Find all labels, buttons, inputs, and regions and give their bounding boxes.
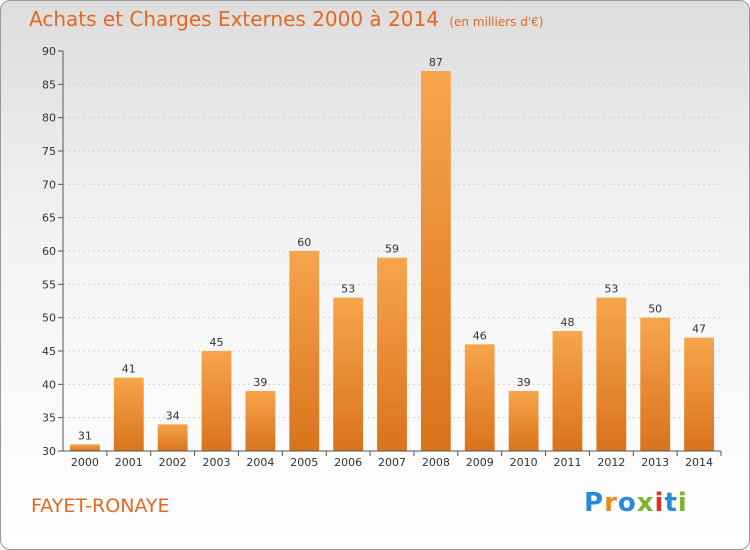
logo-letter: x bbox=[636, 488, 655, 518]
y-tick-label: 80 bbox=[42, 112, 56, 125]
x-tick-label: 2002 bbox=[159, 456, 187, 469]
bar-value-label: 47 bbox=[692, 323, 706, 336]
x-tick-label: 2003 bbox=[203, 456, 231, 469]
y-tick-label: 35 bbox=[42, 412, 56, 425]
y-tick-label: 30 bbox=[42, 445, 56, 458]
chart-subtitle: (en milliers d'€) bbox=[449, 15, 544, 29]
bar-value-label: 41 bbox=[122, 363, 136, 376]
bar bbox=[245, 391, 276, 451]
x-tick-label: 2004 bbox=[246, 456, 274, 469]
y-axis: 30 35 40 45 50 55 60 65 70 75 80 85 90 bbox=[42, 45, 64, 458]
x-tick-label: 2012 bbox=[597, 456, 625, 469]
logo-letter: i bbox=[677, 488, 688, 518]
bar-value-label: 48 bbox=[560, 316, 574, 329]
y-tick-label: 85 bbox=[42, 78, 56, 91]
y-tick-label: 60 bbox=[42, 245, 56, 258]
bar-value-label: 59 bbox=[385, 243, 399, 256]
y-tick-label: 75 bbox=[42, 145, 56, 158]
x-tick-label: 2010 bbox=[510, 456, 538, 469]
y-tick-label: 70 bbox=[42, 178, 56, 191]
bar-value-label: 87 bbox=[429, 56, 443, 69]
bar-value-label: 39 bbox=[253, 376, 267, 389]
x-tick-label: 2007 bbox=[378, 456, 406, 469]
bar bbox=[377, 257, 407, 451]
x-tick-label: 2005 bbox=[290, 456, 318, 469]
bar-value-label: 53 bbox=[341, 283, 355, 296]
bar bbox=[508, 391, 539, 451]
x-tick-label: 2006 bbox=[334, 456, 362, 469]
bar-value-label: 39 bbox=[517, 376, 531, 389]
y-tick-label: 90 bbox=[42, 45, 56, 58]
y-tick-label: 65 bbox=[42, 212, 56, 225]
bar bbox=[113, 377, 144, 451]
bar bbox=[201, 351, 232, 451]
logo-letter: t bbox=[664, 488, 678, 518]
bar-value-label: 46 bbox=[473, 329, 487, 342]
bar-value-label: 45 bbox=[210, 336, 224, 349]
chart-title-text: Achats et Charges Externes 2000 à 2014 bbox=[29, 7, 439, 31]
bar bbox=[640, 317, 671, 451]
x-tick-label: 2014 bbox=[685, 456, 713, 469]
bar-value-label: 60 bbox=[297, 236, 311, 249]
place-name: FAYET-RONAYE bbox=[31, 495, 170, 517]
bar bbox=[289, 251, 320, 451]
x-tick-label: 2001 bbox=[115, 456, 143, 469]
bar bbox=[684, 337, 714, 451]
x-tick-label: 2000 bbox=[71, 456, 99, 469]
x-tick-label: 2013 bbox=[641, 456, 669, 469]
bar-value-label: 53 bbox=[604, 283, 618, 296]
x-tick-label: 2009 bbox=[466, 456, 494, 469]
x-axis: 2000 2001 2002 2003 2004 2005 2006 2007 2008 2009… bbox=[63, 450, 722, 469]
logo-letter: P bbox=[584, 488, 605, 518]
bar bbox=[70, 444, 100, 451]
logo-letter: i bbox=[654, 488, 665, 518]
y-tick-label: 45 bbox=[42, 345, 56, 358]
logo-letter: r bbox=[604, 488, 618, 518]
bar-value-label: 34 bbox=[166, 409, 180, 422]
bar bbox=[596, 297, 627, 451]
bar bbox=[333, 297, 364, 451]
bar bbox=[420, 71, 451, 451]
y-tick-label: 50 bbox=[42, 312, 56, 325]
x-tick-label: 2011 bbox=[553, 456, 581, 469]
logo-letter: o bbox=[617, 488, 637, 518]
proxiti-logo: Proxiti bbox=[584, 488, 688, 518]
bar-value-label: 50 bbox=[648, 303, 662, 316]
bar bbox=[552, 331, 583, 451]
bar bbox=[464, 344, 495, 451]
bar-value-label: 31 bbox=[78, 429, 92, 442]
chart-title: Achats et Charges Externes 2000 à 2014 (… bbox=[29, 7, 543, 31]
y-tick-label: 40 bbox=[42, 378, 56, 391]
bars: 31 41 34 45 39 60 53 59 87 46 39 48 53 50 47 bbox=[70, 56, 714, 451]
x-tick-label: 2008 bbox=[422, 456, 450, 469]
bar bbox=[157, 424, 188, 451]
y-tick-label: 55 bbox=[42, 278, 56, 291]
